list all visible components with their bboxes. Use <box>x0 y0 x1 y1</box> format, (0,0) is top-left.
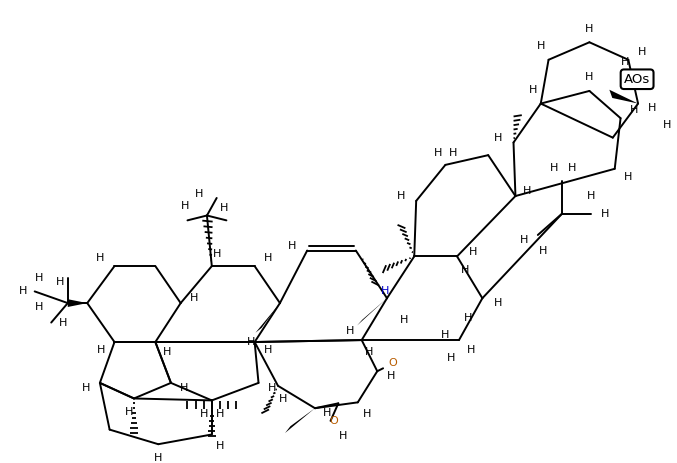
Text: H: H <box>447 353 456 363</box>
Text: H: H <box>215 441 224 451</box>
Text: H: H <box>56 277 64 287</box>
Text: H: H <box>523 186 531 196</box>
Text: O: O <box>389 358 397 369</box>
Text: H: H <box>600 208 609 219</box>
Text: H: H <box>195 189 203 199</box>
Text: H: H <box>433 148 442 158</box>
Text: H: H <box>550 163 559 173</box>
Text: H: H <box>466 345 475 355</box>
Text: H: H <box>624 172 632 181</box>
Text: H: H <box>95 253 104 263</box>
Text: H: H <box>397 191 405 201</box>
Text: H: H <box>621 57 630 67</box>
Text: H: H <box>264 345 272 355</box>
Text: H: H <box>59 318 67 327</box>
Polygon shape <box>255 303 280 333</box>
Text: H: H <box>568 163 576 173</box>
Text: H: H <box>215 409 224 419</box>
Text: AOs: AOs <box>624 73 650 86</box>
Text: H: H <box>163 347 171 357</box>
Text: O: O <box>329 416 338 426</box>
Text: H: H <box>381 287 389 296</box>
Text: H: H <box>339 432 347 441</box>
Text: H: H <box>154 453 162 463</box>
Text: H: H <box>364 409 372 419</box>
Text: H: H <box>200 409 209 419</box>
Text: H: H <box>537 41 545 51</box>
Polygon shape <box>357 298 387 325</box>
Text: H: H <box>538 245 547 256</box>
Text: H: H <box>264 253 272 263</box>
Text: H: H <box>494 298 502 308</box>
Polygon shape <box>452 298 483 328</box>
Text: H: H <box>520 235 529 245</box>
Text: H: H <box>585 24 594 34</box>
Text: H: H <box>460 265 469 275</box>
Text: H: H <box>279 394 287 405</box>
Text: H: H <box>587 191 596 201</box>
Text: H: H <box>322 408 331 418</box>
Text: H: H <box>288 241 296 250</box>
Text: H: H <box>97 345 105 355</box>
Text: H: H <box>464 313 472 323</box>
Text: H: H <box>663 120 672 130</box>
Text: H: H <box>346 326 354 336</box>
Text: H: H <box>449 148 458 158</box>
Text: H: H <box>35 273 44 283</box>
Polygon shape <box>68 299 87 307</box>
Text: H: H <box>190 293 198 303</box>
Text: H: H <box>468 246 477 257</box>
Text: H: H <box>82 383 91 393</box>
Text: H: H <box>529 85 537 95</box>
Text: H: H <box>125 407 133 417</box>
Text: H: H <box>387 371 395 381</box>
Text: H: H <box>268 383 276 393</box>
Text: H: H <box>630 106 638 115</box>
Text: H: H <box>441 330 450 340</box>
Text: H: H <box>494 132 502 143</box>
Text: H: H <box>220 203 229 213</box>
Text: H: H <box>400 315 409 325</box>
Text: H: H <box>647 103 656 113</box>
Text: H: H <box>19 287 27 296</box>
Text: H: H <box>585 72 594 82</box>
Text: H: H <box>35 302 44 312</box>
Text: H: H <box>638 47 646 57</box>
Text: H: H <box>366 347 374 357</box>
Polygon shape <box>609 90 638 104</box>
Text: H: H <box>181 201 190 211</box>
Text: H: H <box>246 337 255 347</box>
Polygon shape <box>285 408 315 433</box>
Text: H: H <box>213 250 221 259</box>
Text: H: H <box>180 383 189 393</box>
